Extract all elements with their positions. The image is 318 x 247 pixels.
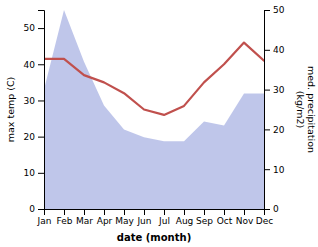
x-axis: Jan FebMar AprMayJun Jul AugSep OctNovDec (37, 209, 274, 226)
tick-label: 10 (273, 165, 285, 175)
chart: JanFebMarAprMayJunJulAugSepOctNovDec0102… (0, 0, 318, 247)
tick-label: 30 (24, 96, 36, 106)
tick: 40 (24, 60, 44, 70)
tick-mark (144, 209, 145, 215)
tick-mark (264, 209, 270, 210)
tick-label: 10 (24, 168, 36, 178)
tick: Jul (158, 209, 170, 226)
tick: Mar (76, 209, 93, 226)
tick-label: 50 (24, 23, 36, 33)
tick-label: 40 (24, 60, 36, 70)
tick-label: Nov (236, 216, 254, 226)
tick: Oct (217, 209, 233, 226)
tick-mark (38, 173, 44, 174)
tick-label: 20 (273, 125, 285, 135)
axis-line (265, 11, 271, 210)
tick-mark (38, 137, 44, 138)
tick-label: Mar (76, 216, 93, 226)
tick-mark (264, 10, 270, 11)
x-axis-title: date (month) (117, 232, 191, 243)
tick-label: 40 (273, 45, 285, 55)
tick: Aug (176, 209, 194, 226)
tick-mark (38, 64, 44, 65)
tick-mark (204, 209, 205, 215)
tick: Jan (37, 209, 52, 226)
tick: 0 (29, 204, 44, 214)
tick: 10 (24, 168, 44, 178)
marks (44, 10, 264, 209)
tick: 0 (264, 204, 279, 214)
tick-label: Apr (97, 216, 113, 226)
tick: Nov (236, 209, 254, 226)
tick-label: Jan (37, 216, 52, 226)
tick: 10 (264, 165, 285, 175)
tick-mark (64, 209, 65, 215)
tick: 20 (264, 125, 285, 135)
tick-label: Jun (136, 216, 151, 226)
tick-mark (184, 209, 185, 215)
tick-mark (264, 169, 270, 170)
tick-mark (124, 209, 125, 215)
axis-line (45, 210, 265, 216)
tick-mark (164, 209, 165, 215)
area (44, 10, 264, 209)
plot: JanFebMarAprMayJunJulAugSepOctNovDec0102… (5, 5, 317, 243)
tick: Dec (256, 209, 273, 226)
tick: 30 (24, 96, 44, 106)
axis-line (38, 11, 45, 210)
y2-axis-title-line: (kg/m2) (295, 91, 306, 128)
y2-axis: 0 10 20 30 40 50 (264, 5, 285, 214)
tick: Jun (136, 209, 151, 226)
tick-mark (264, 50, 270, 51)
line (44, 43, 264, 115)
tick-label: Aug (176, 216, 194, 226)
y2-axis-title: med. precipitation(kg/m2) (295, 66, 317, 153)
y-axis-title: max temp (C) (5, 77, 16, 143)
tick: 50 (24, 23, 44, 33)
tick-label: 30 (273, 85, 285, 95)
tick-mark (38, 100, 44, 101)
y2-axis-title-line: med. precipitation (306, 66, 317, 153)
tick: Apr (97, 209, 113, 226)
tick-mark (264, 90, 270, 91)
tick: May (115, 209, 134, 226)
tick-label: May (115, 216, 134, 226)
tick-label: Oct (217, 216, 233, 226)
tick: 30 (264, 85, 285, 95)
tick-label: Jul (158, 216, 170, 226)
tick-label: 50 (273, 5, 285, 15)
tick-label: 20 (24, 132, 36, 142)
tick-label: 0 (29, 204, 35, 214)
tick-mark (38, 209, 44, 210)
tick-label: Dec (256, 216, 273, 226)
tick-label: 0 (273, 204, 279, 214)
y-axis: 0 10 20 30 40 50 (24, 11, 45, 215)
tick-mark (84, 209, 85, 215)
tick: Feb (57, 209, 73, 226)
tick-label: Sep (196, 216, 213, 226)
tick: Sep (196, 209, 213, 226)
tick: 40 (264, 45, 285, 55)
tick-mark (38, 28, 44, 29)
tick-mark (264, 129, 270, 130)
tick-mark (244, 209, 245, 215)
tick: 20 (24, 132, 44, 142)
tick-mark (224, 209, 225, 215)
tick-mark (104, 209, 105, 215)
tick-label: Feb (57, 216, 73, 226)
tick: 50 (264, 5, 285, 15)
